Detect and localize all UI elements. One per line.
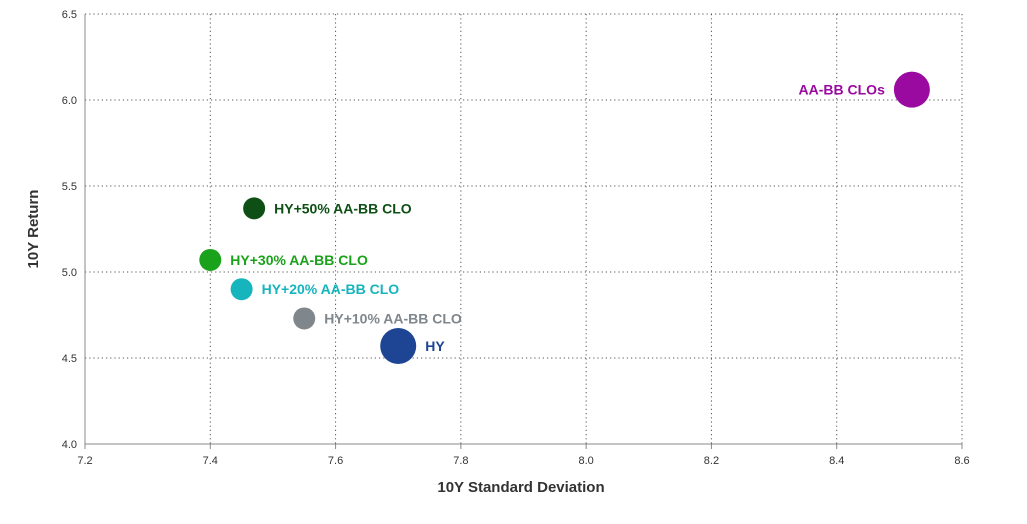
x-tick-label: 8.2 bbox=[704, 455, 719, 467]
x-tick-label: 8.4 bbox=[829, 455, 844, 467]
tick-labels: 4.0 4.5 5.0 5.5 6.0 6.5 7.2 7.4 7.6 7.8 8.0 8.2 8.4 8… bbox=[62, 9, 970, 467]
data-label: AA-BB CLOs bbox=[799, 82, 886, 98]
x-tick-label: 7.2 bbox=[77, 455, 92, 467]
y-axis-title: 10Y Return bbox=[25, 190, 42, 269]
grid-lines bbox=[84, 13, 963, 449]
x-tick-label: 7.8 bbox=[453, 455, 468, 467]
data-point bbox=[293, 307, 316, 330]
data-points bbox=[199, 71, 930, 364]
y-tick-label: 5.5 bbox=[62, 181, 77, 193]
data-label: HY bbox=[425, 338, 445, 354]
x-tick-label: 7.6 bbox=[328, 455, 343, 467]
x-tick-label: 7.4 bbox=[203, 455, 218, 467]
y-tick-label: 6.5 bbox=[62, 9, 77, 21]
data-label: HY+50% AA-BB CLO bbox=[274, 200, 412, 216]
data-point bbox=[893, 71, 930, 108]
y-tick-label: 4.0 bbox=[62, 439, 77, 451]
data-point bbox=[199, 248, 222, 271]
data-point bbox=[243, 197, 266, 220]
x-tick-label: 8.6 bbox=[954, 455, 969, 467]
data-point bbox=[380, 327, 417, 364]
point-labels: AA-BB CLOs HY+50% AA-BB CLO HY+30% AA-BB C… bbox=[230, 82, 885, 354]
data-label: HY+20% AA-BB CLO bbox=[262, 281, 400, 297]
x-tick-label: 8.0 bbox=[578, 455, 593, 467]
data-label: HY+30% AA-BB CLO bbox=[230, 252, 368, 268]
x-axis-title: 10Y Standard Deviation bbox=[437, 479, 604, 496]
data-point bbox=[230, 278, 253, 301]
y-tick-label: 6.0 bbox=[62, 95, 77, 107]
y-tick-label: 5.0 bbox=[62, 267, 77, 279]
data-label: HY+10% AA-BB CLO bbox=[324, 310, 462, 326]
y-tick-label: 4.5 bbox=[62, 353, 77, 365]
